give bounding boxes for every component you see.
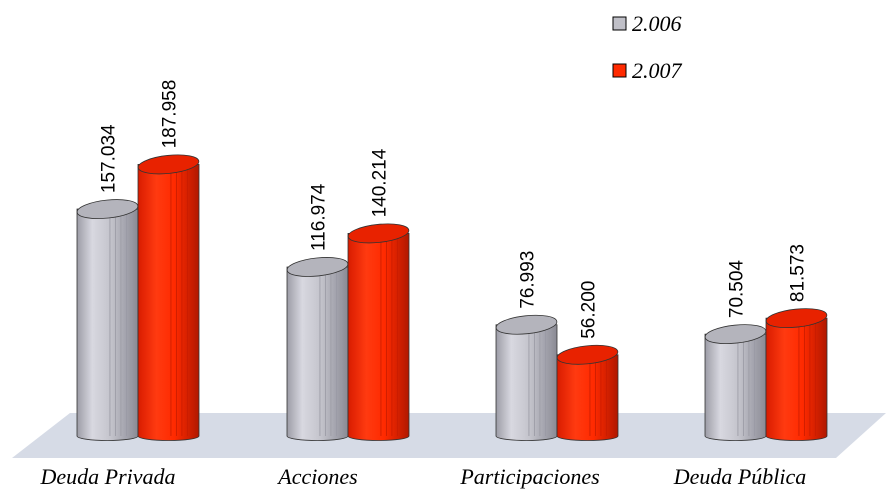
value-label-deuda-publica-2006: 70.504: [727, 260, 748, 319]
bar-acciones-2007: [347, 223, 410, 441]
bar-deuda-publica-2007: [765, 308, 828, 441]
bar-participaciones-2006-body: [495, 324, 558, 441]
value-label-deuda-privada-2007: 187.958: [160, 80, 181, 149]
category-label-participaciones: Participaciones: [459, 464, 599, 489]
category-label-deuda-publica: Deuda Pública: [673, 464, 807, 489]
bar-participaciones-2007: [556, 344, 619, 441]
bar-participaciones-2007-body: [556, 354, 619, 441]
legend-label-2007: 2.007: [632, 58, 683, 83]
bar-acciones-2006-body: [286, 266, 349, 441]
bar-deuda-privada-2007-body: [137, 164, 200, 441]
category-label-acciones: Acciones: [276, 464, 357, 489]
chart-floor: [12, 413, 886, 458]
bar-participaciones-2006: [495, 314, 558, 441]
legend-swatch-2007: [612, 63, 627, 78]
bar-participaciones-2006-cap: [495, 314, 558, 335]
bar-deuda-privada-2007: [137, 154, 200, 441]
bar-acciones-2007-body: [347, 232, 410, 441]
bar-deuda-publica-2007-cap: [765, 308, 828, 329]
bar-deuda-privada-2007-cap: [137, 154, 200, 175]
value-label-deuda-publica-2007: 81.573: [788, 244, 809, 302]
legend-swatch-2006: [612, 16, 627, 31]
value-label-acciones-2006: 116.974: [309, 183, 330, 251]
value-label-participaciones-2007: 56.200: [579, 281, 600, 339]
value-label-deuda-privada-2006: 157.034: [99, 124, 120, 193]
bar-deuda-publica-2006-body: [704, 333, 767, 441]
value-label-acciones-2007: 140.214: [370, 148, 391, 217]
legend: 2.006 2.007: [612, 11, 683, 83]
bar-deuda-publica-2007-body: [765, 317, 828, 441]
value-label-participaciones-2006: 76.993: [518, 251, 539, 309]
value-labels-layer: 157.034 187.958 116.974 140.214 76.993 56.200…: [99, 80, 809, 339]
bar-acciones-2007-cap: [347, 223, 410, 244]
category-label-deuda-privada: Deuda Privada: [39, 464, 175, 489]
bar-participaciones-2007-cap: [556, 344, 619, 365]
bar-deuda-privada-2006-body: [76, 208, 139, 441]
bar-acciones-2006: [286, 257, 349, 441]
category-labels: Deuda Privada Acciones Participaciones D…: [39, 464, 806, 489]
legend-label-2006: 2.006: [632, 11, 682, 36]
bar-deuda-privada-2006: [76, 199, 139, 441]
bars-layer: [76, 154, 828, 441]
bar-deuda-publica-2006: [704, 324, 767, 441]
